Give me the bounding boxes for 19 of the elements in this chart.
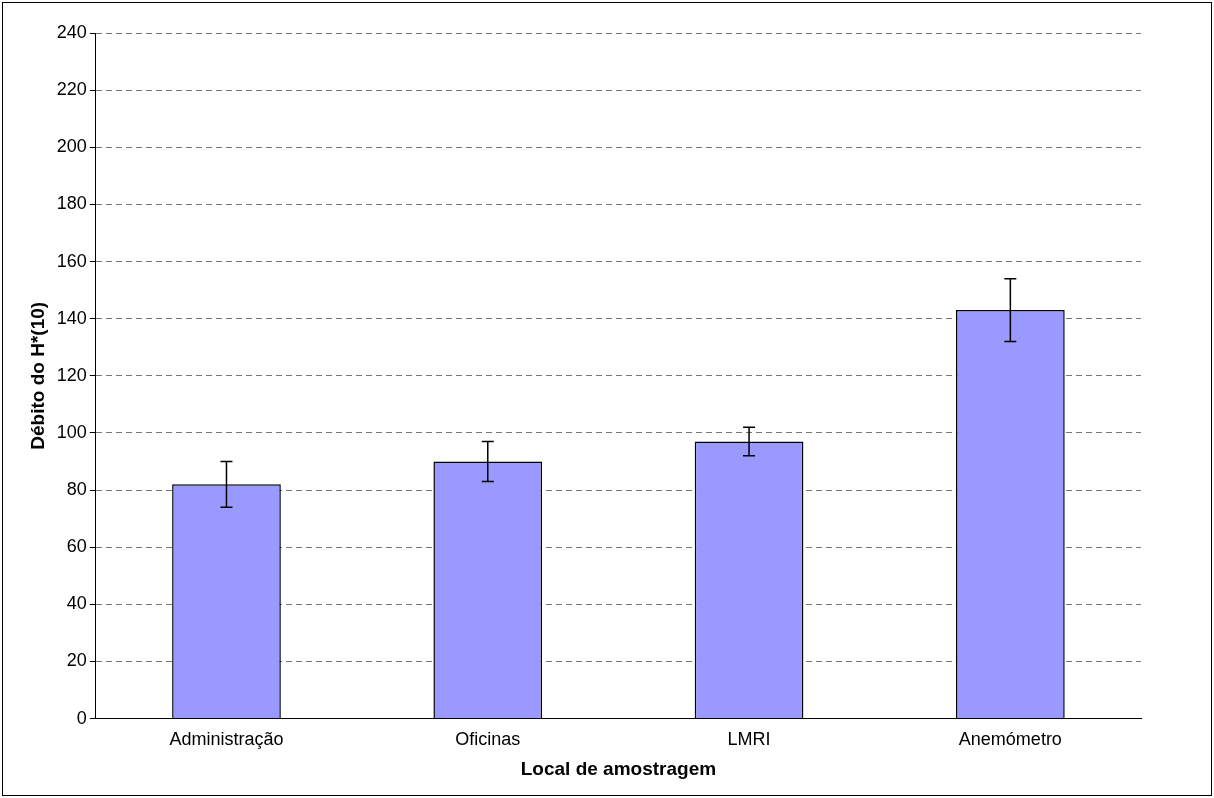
y-tick-label: 60 [66, 536, 87, 557]
y-tick-label: 120 [56, 364, 87, 385]
x-axis-title: Local de amostragem [520, 757, 717, 779]
x-tick-label: Oficinas [455, 729, 521, 750]
y-tick-label: 40 [66, 593, 87, 614]
y-tick-label: 160 [56, 250, 87, 271]
y-tick-label: 220 [56, 79, 87, 100]
y-tick-label: 200 [56, 136, 87, 157]
y-tick-label: 0 [76, 707, 87, 728]
y-tick-label: 240 [56, 21, 87, 42]
y-tick-label: 100 [56, 421, 87, 442]
y-tick-label: 140 [56, 307, 87, 328]
y-tick-label: 180 [56, 193, 87, 214]
x-tick-label: LMRI [727, 729, 771, 750]
y-axis-title: Débito do H*(10) [26, 301, 48, 450]
y-tick-label: 80 [66, 479, 87, 500]
y-tick-label: 20 [66, 650, 87, 671]
x-tick-label: Administração [169, 729, 284, 750]
x-tick-label: Anemómetro [958, 729, 1062, 750]
